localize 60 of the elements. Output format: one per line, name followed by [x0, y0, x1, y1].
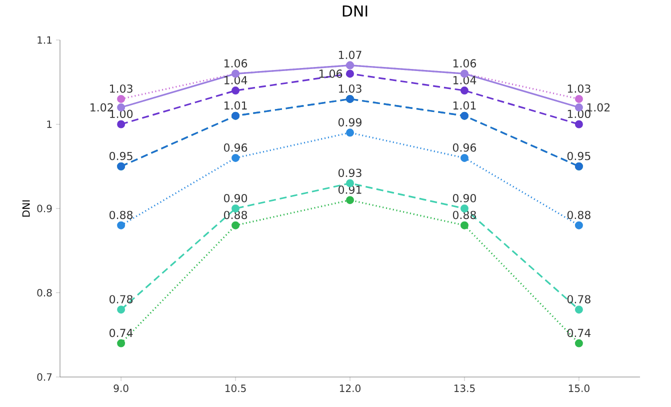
- x-tick-label: 15.0: [568, 384, 590, 392]
- data-label: 1.01: [224, 101, 247, 110]
- data-label: 1.06: [320, 70, 342, 78]
- point: [460, 154, 468, 162]
- y-tick-label: 0.9: [37, 204, 52, 212]
- x-tick-label: 9.0: [114, 384, 128, 392]
- data-label: 0.93: [338, 168, 362, 178]
- y-tick-label: 1: [47, 120, 52, 128]
- data-label: 1.07: [338, 50, 362, 60]
- x-tick-label: 10.5: [225, 384, 246, 392]
- point: [232, 221, 240, 230]
- data-label: 1.03: [110, 84, 132, 93]
- point: [117, 306, 126, 314]
- point: [574, 94, 583, 103]
- point: [574, 306, 583, 314]
- data-label: 0.96: [224, 143, 248, 152]
- point: [460, 221, 468, 230]
- data-label: 0.95: [567, 152, 590, 160]
- chart-title: DNI: [342, 6, 368, 16]
- y-tick-label: 0.7: [37, 373, 52, 381]
- data-label: 0.99: [338, 118, 362, 126]
- point: [117, 221, 126, 230]
- data-label: 0.74: [567, 328, 591, 338]
- data-label: 0.74: [110, 328, 133, 338]
- data-label: 1.02: [90, 103, 113, 112]
- data-label: 1.06: [453, 59, 476, 68]
- data-label: 0.91: [338, 186, 362, 194]
- x-tick-label: 12.0: [340, 384, 360, 392]
- point: [574, 221, 583, 230]
- point: [117, 120, 126, 128]
- data-label: 0.95: [110, 152, 132, 160]
- data-label: 0.90: [224, 194, 248, 202]
- y-tick-label: 0.8: [37, 288, 52, 297]
- data-label: 1.03: [568, 84, 590, 93]
- y-tick-label: 1.1: [38, 36, 52, 44]
- point: [574, 120, 583, 128]
- data-label: 1.01: [453, 101, 476, 110]
- data-label: 1.06: [224, 59, 248, 68]
- point: [460, 86, 468, 95]
- data-label: 0.78: [110, 295, 133, 304]
- data-label: 0.96: [452, 143, 476, 152]
- data-label: 0.88: [452, 210, 476, 220]
- point: [346, 196, 354, 204]
- point: [232, 154, 240, 162]
- point: [346, 128, 354, 137]
- data-label: 1.02: [587, 103, 610, 112]
- point: [346, 70, 354, 78]
- x-tick-label: 13.5: [454, 384, 475, 392]
- point: [232, 86, 240, 95]
- data-label: 0.78: [567, 295, 590, 304]
- data-label: 0.88: [224, 210, 248, 220]
- y-axis-title: DNI: [22, 200, 30, 217]
- point: [117, 339, 126, 348]
- data-label: 0.90: [452, 194, 476, 202]
- point: [574, 339, 583, 348]
- data-label: 0.88: [110, 210, 133, 220]
- point: [117, 94, 126, 103]
- data-label: 1.03: [338, 84, 362, 93]
- data-label: 1.00: [568, 110, 590, 118]
- data-label: 0.88: [567, 210, 590, 220]
